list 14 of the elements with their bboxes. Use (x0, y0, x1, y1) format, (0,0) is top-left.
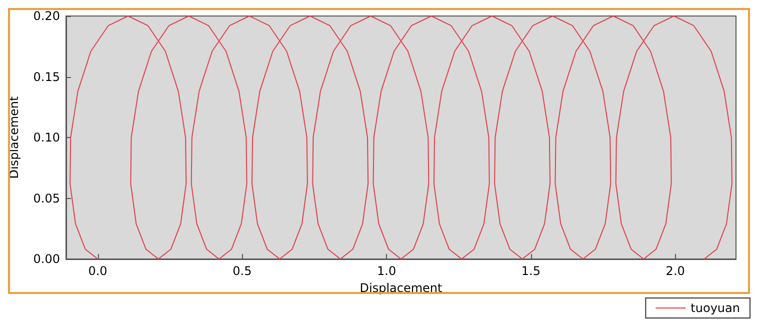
x-tick-label: 0.5 (232, 264, 252, 278)
x-tick-label: 1.5 (521, 264, 541, 278)
x-tick-label: 1.0 (377, 264, 396, 278)
y-tick-label: 0.20 (33, 9, 60, 23)
x-tick-label: 2.0 (666, 264, 685, 278)
line-series (70, 16, 732, 260)
y-tick-label: 0.10 (33, 130, 60, 144)
legend-label: tuoyuan (690, 301, 740, 315)
x-axis-title: Displacement (360, 280, 443, 295)
y-axis-title: Displacement (7, 96, 21, 179)
y-tick-label: 0.00 (33, 252, 60, 266)
x-tick-label: 0.0 (88, 264, 108, 278)
y-tick-label: 0.15 (33, 70, 60, 84)
y-tick-label: 0.05 (33, 191, 60, 206)
